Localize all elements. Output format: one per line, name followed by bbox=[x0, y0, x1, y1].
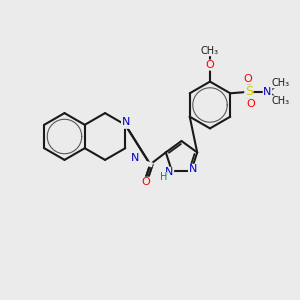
Text: S: S bbox=[245, 85, 253, 98]
Text: CH₃: CH₃ bbox=[271, 78, 289, 88]
Text: O: O bbox=[141, 177, 150, 188]
Text: O: O bbox=[243, 74, 252, 84]
Text: N: N bbox=[131, 153, 139, 164]
Text: O: O bbox=[246, 99, 255, 110]
Text: H: H bbox=[160, 172, 167, 182]
Text: O: O bbox=[206, 60, 214, 70]
Text: O: O bbox=[141, 177, 150, 188]
Text: N: N bbox=[122, 117, 130, 128]
Text: N: N bbox=[188, 164, 197, 174]
Text: CH₃: CH₃ bbox=[201, 46, 219, 56]
Text: N: N bbox=[263, 87, 272, 97]
Text: N: N bbox=[122, 118, 130, 128]
Text: N: N bbox=[165, 167, 174, 177]
Text: CH₃: CH₃ bbox=[271, 96, 289, 106]
